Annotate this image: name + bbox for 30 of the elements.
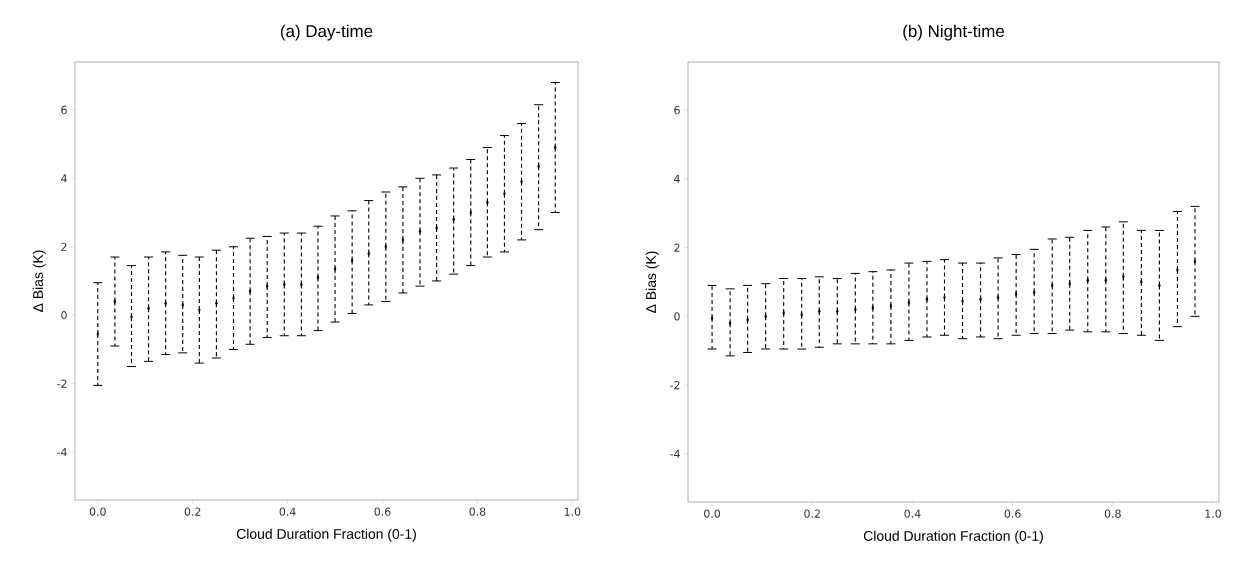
y-tick-label: 6 [674,105,680,115]
x-tick-label: 0.6 [374,507,391,516]
x-tick-label: 0.2 [804,509,820,518]
y-tick-label: 4 [61,174,67,183]
x-tick-label: 1.0 [564,507,581,516]
y-tick-label: -2 [57,379,67,388]
x-tick-label: 0.0 [89,507,106,516]
y-axis-title: Δ Bias (K) [645,251,659,313]
x-tick-label: 0.6 [1004,509,1021,518]
chart-title: (b) Night-time [903,24,1005,41]
y-axis-title: Δ Bias (K) [32,250,46,312]
y-tick-label: -4 [670,449,680,458]
x-tick-label: 0.2 [184,507,201,516]
y-tick-label: 2 [674,243,680,252]
x-tick-label: 0.0 [704,509,721,518]
x-axis-title: Cloud Duration Fraction (0-1) [236,528,416,542]
x-tick-label: 0.4 [904,509,921,518]
x-axis-title: Cloud Duration Fraction (0-1) [863,530,1043,544]
x-tick-label: 1.0 [1205,509,1221,518]
y-tick-label: 4 [674,174,680,183]
y-tick-label: -4 [57,448,67,457]
x-tick-label: 0.8 [1104,509,1121,518]
y-tick-label: 6 [61,105,67,115]
chart-title: (a) Day-time [280,24,373,41]
y-tick-label: 2 [61,242,67,251]
y-tick-label: 0 [61,311,67,320]
x-tick-label: 0.4 [279,507,296,516]
y-tick-label: -2 [670,381,680,390]
x-tick-label: 0.8 [469,507,486,516]
y-tick-label: 0 [674,312,680,321]
